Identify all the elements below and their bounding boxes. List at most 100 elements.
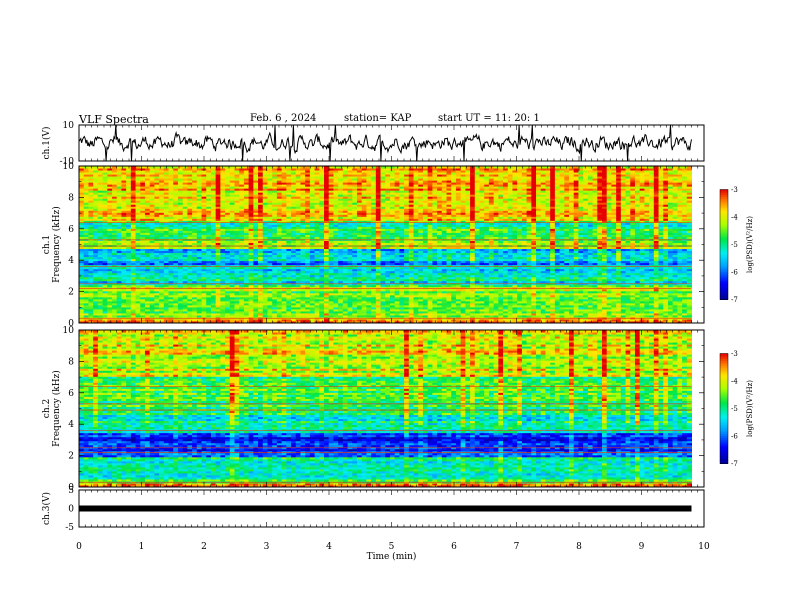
spectrogram-cell xyxy=(375,310,382,314)
spectrogram-cell xyxy=(295,308,301,312)
spectrogram-cell xyxy=(295,310,301,314)
spectrogram-cell xyxy=(130,310,137,314)
spectrogram-cell xyxy=(634,320,641,324)
spectrogram-cell xyxy=(366,320,372,324)
spectrogram-cell xyxy=(102,320,108,324)
spectrogram-cell xyxy=(474,320,480,324)
spectrogram-cell xyxy=(385,310,391,314)
spectrogram-cell xyxy=(107,318,113,322)
spectrogram-cell xyxy=(418,314,424,318)
spectrogram-cell xyxy=(663,320,669,324)
spectrogram-cell xyxy=(206,308,212,312)
spectrogram-cell xyxy=(408,310,415,314)
spectrogram-cell xyxy=(394,308,400,312)
spectrogram-cell xyxy=(234,308,240,312)
spectrogram-cell xyxy=(521,310,528,314)
spectrogram-cell xyxy=(592,320,598,324)
spectrogram-cell xyxy=(394,312,400,316)
spectrogram-cell xyxy=(352,320,358,324)
spectrogram-cell xyxy=(559,314,565,318)
spectrogram-cell xyxy=(653,320,660,324)
spectrogram-cell xyxy=(606,314,612,318)
spectrogram-cell xyxy=(234,310,240,314)
spectrogram-cell xyxy=(347,318,353,322)
spectrogram-cell xyxy=(658,318,664,322)
spectrogram-cell xyxy=(177,314,184,318)
spectrogram-cell xyxy=(225,310,231,314)
spectrogram-cell xyxy=(418,320,424,324)
spectrogram-cell xyxy=(531,314,537,318)
spectrogram-cell xyxy=(215,312,221,316)
spectrogram-cell xyxy=(319,320,325,324)
spectrogram-cell xyxy=(587,310,594,314)
spectrogram-cell xyxy=(366,308,372,312)
spectrogram-cell xyxy=(667,312,674,316)
spectrogram-cell xyxy=(686,310,692,314)
spectrogram-cell xyxy=(173,314,179,318)
spectrogram-cell xyxy=(272,318,278,322)
spectrogram-cell xyxy=(408,318,415,322)
spectrogram-cell xyxy=(451,312,457,316)
spectrogram-cell xyxy=(389,318,396,322)
spectrogram-cell xyxy=(540,312,546,316)
spectrogram-cell xyxy=(545,310,551,314)
spectrogram-cell xyxy=(455,314,462,318)
spectrogram-cell xyxy=(408,314,415,318)
spectrogram-cell xyxy=(324,308,330,312)
spectrogram-cell xyxy=(225,308,231,312)
spectrogram-cell xyxy=(210,312,217,316)
spectrogram-cell xyxy=(107,310,113,314)
spectrogram-cell xyxy=(639,314,645,318)
spectrogram-cell xyxy=(177,308,184,312)
spectrogram-cell xyxy=(583,310,589,314)
spectrogram-cell xyxy=(281,310,287,314)
spectrogram-cell xyxy=(375,314,382,318)
spectrogram-cell xyxy=(418,318,424,322)
spectrogram-cell xyxy=(578,310,584,314)
spectrogram-cell xyxy=(258,314,264,318)
spectrogram-cell xyxy=(126,308,132,312)
spectrogram-cell xyxy=(168,308,174,312)
spectrogram-cell xyxy=(83,312,89,316)
spectrogram-cell xyxy=(300,314,306,318)
spectrogram-cell xyxy=(517,310,523,314)
spectrogram-cell xyxy=(460,308,466,312)
spectrogram-cell xyxy=(573,314,579,318)
spectrogram-cell xyxy=(437,314,443,318)
spectrogram-cell xyxy=(338,312,344,316)
spectrogram-cell xyxy=(404,320,410,324)
spectrogram-cell xyxy=(380,320,386,324)
spectrogram-cell xyxy=(385,308,391,312)
spectrogram-cell xyxy=(93,312,99,316)
spectrogram-cell xyxy=(488,308,495,312)
spectrogram-cell xyxy=(225,320,231,324)
spectrogram-cell xyxy=(111,310,118,314)
spectrogram-cell xyxy=(620,314,627,318)
spectrogram-cell xyxy=(201,310,207,314)
spectrogram-cell xyxy=(97,314,104,318)
spectrogram-cell xyxy=(97,318,104,322)
spectrogram-cell xyxy=(470,312,476,316)
spectrogram-cell xyxy=(149,308,155,312)
spectrogram-cell xyxy=(630,314,636,318)
spectrogram-cell xyxy=(173,318,179,322)
spectrogram-cell xyxy=(220,318,226,322)
spectrogram-cell xyxy=(451,308,457,312)
spectrogram-cell xyxy=(512,318,518,322)
spectrogram-cell xyxy=(667,314,674,318)
spectrogram-cell xyxy=(159,320,165,324)
spectrogram-cell xyxy=(559,318,565,322)
spectrogram-cell xyxy=(239,312,245,316)
spectrogram-cell xyxy=(83,310,89,314)
spectrogram-cell xyxy=(234,312,240,316)
spectrogram-cell xyxy=(83,318,89,322)
spectrogram-cell xyxy=(324,310,330,314)
spectrogram-cell xyxy=(130,318,137,322)
spectrogram-cell xyxy=(201,314,207,318)
spectrogram-cell xyxy=(173,312,179,316)
spectrogram-cell xyxy=(97,312,104,316)
spectrogram-cell xyxy=(498,318,504,322)
spectrogram-cell xyxy=(616,312,622,316)
spectrogram-cell xyxy=(182,308,188,312)
spectrogram-cell xyxy=(616,310,622,314)
